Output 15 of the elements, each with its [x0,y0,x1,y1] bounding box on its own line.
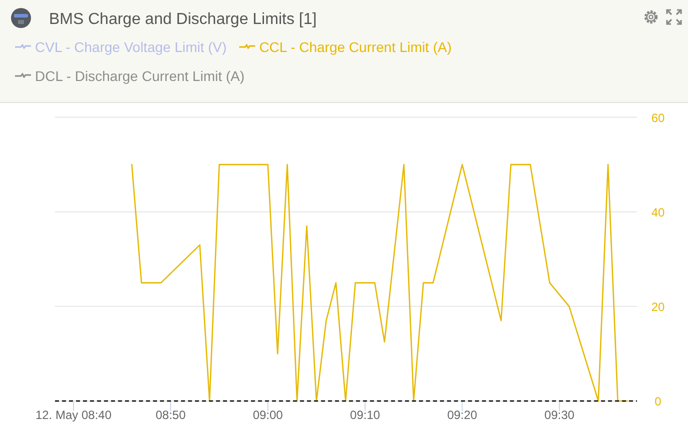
legend-label: DCL - Discharge Current Limit (A) [35,68,245,84]
chart-title: BMS Charge and Discharge Limits [1] [49,11,317,28]
y-tick-label: 60 [651,110,665,125]
y-tick-label: 20 [651,300,665,314]
x-tick-label: 09:10 [350,408,380,422]
line-series [131,164,628,402]
y-tick-label: 40 [651,205,665,220]
y-tick-label: 0 [654,394,662,408]
x-tick-label: 09:00 [252,408,284,422]
legend-label: CCL - Charge Current Limit (A) [259,39,452,55]
x-tick-label: 12. May 08:40 [35,408,112,422]
legend-label: CVL - Charge Voltage Limit (V) [35,39,227,55]
x-tick-label: 09:20 [447,408,478,422]
x-tick-label: 08:50 [156,408,186,422]
x-tick-label: 09:30 [544,408,575,422]
